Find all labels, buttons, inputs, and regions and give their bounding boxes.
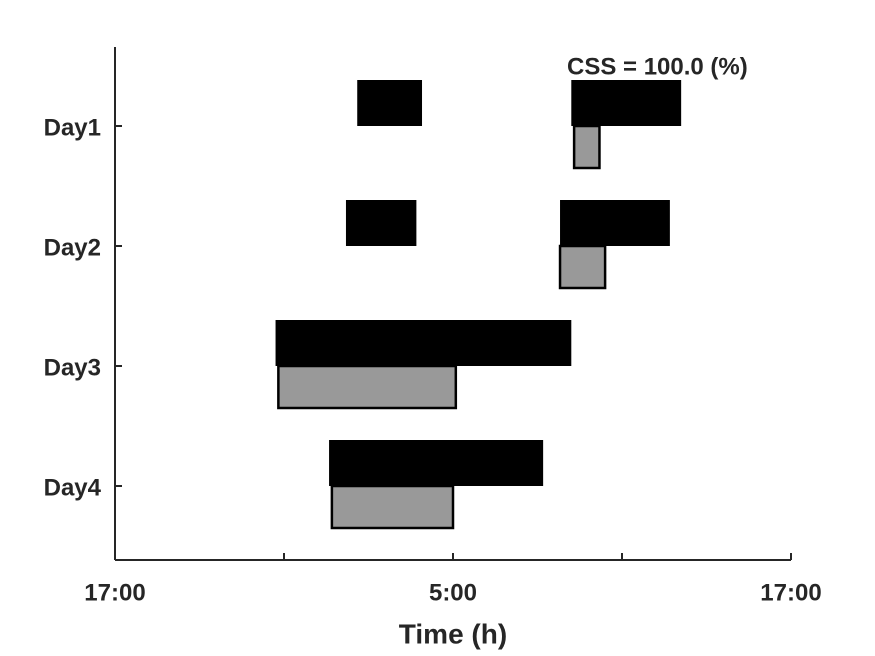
bar-secondary bbox=[277, 364, 458, 410]
bar-secondary bbox=[330, 484, 455, 530]
y-tick-label: Day1 bbox=[44, 114, 101, 141]
x-tick-label: 5:00 bbox=[429, 579, 477, 606]
bar bbox=[571, 80, 682, 126]
bar-secondary bbox=[572, 124, 601, 170]
x-axis-label: Time (h) bbox=[399, 618, 507, 649]
annotation: CSS = 100.0 (%) bbox=[567, 53, 748, 80]
bar bbox=[357, 80, 423, 126]
x-tick-label: 17:00 bbox=[84, 579, 145, 606]
bar-secondary bbox=[558, 244, 607, 290]
bar bbox=[560, 200, 670, 246]
y-tick-label: Day3 bbox=[44, 354, 101, 381]
bar bbox=[345, 200, 417, 246]
bar bbox=[275, 320, 572, 366]
y-tick-label: Day4 bbox=[44, 474, 102, 501]
bar bbox=[329, 440, 544, 486]
y-tick-label: Day2 bbox=[44, 234, 101, 261]
x-tick-label: 17:00 bbox=[760, 579, 821, 606]
